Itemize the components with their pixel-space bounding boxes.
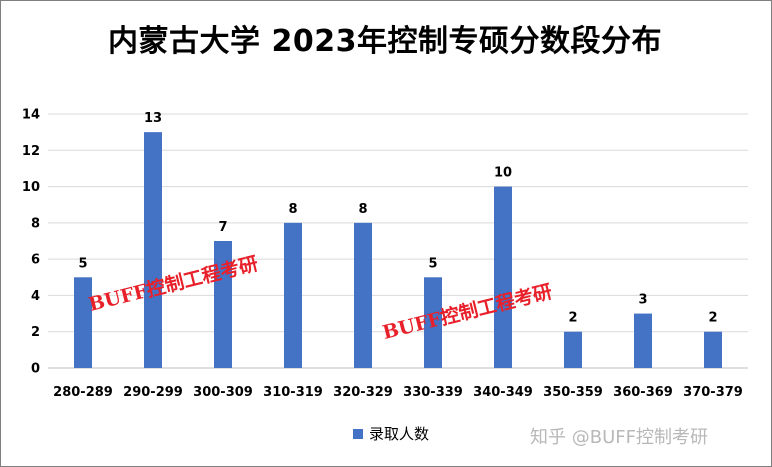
bar <box>424 277 442 368</box>
bar <box>214 241 232 368</box>
x-tick-label: 280-289 <box>53 385 113 400</box>
data-label: 10 <box>494 166 512 181</box>
y-tick-label: 4 <box>31 289 40 304</box>
bar <box>144 132 162 368</box>
x-tick-label: 370-379 <box>683 385 743 400</box>
y-tick-label: 2 <box>31 325 40 340</box>
bar <box>564 331 582 368</box>
bar <box>74 277 92 368</box>
data-label: 8 <box>358 202 367 217</box>
legend-swatch <box>353 428 363 439</box>
data-label: 8 <box>288 202 297 217</box>
y-tick-label: 10 <box>22 180 40 195</box>
data-label: 13 <box>144 111 162 126</box>
y-tick-label: 6 <box>31 253 40 268</box>
chart-title: 内蒙古大学 2023年控制专硕分数段分布 <box>108 24 662 59</box>
x-tick-label: 360-369 <box>613 385 673 400</box>
source-credit: 知乎 @BUFF控制考研 <box>530 427 708 448</box>
legend-label: 录取人数 <box>369 425 430 443</box>
bar <box>354 222 372 368</box>
x-tick-label: 290-299 <box>123 385 183 400</box>
legend: 录取人数 <box>353 423 429 444</box>
data-label: 5 <box>78 256 87 271</box>
data-label: 2 <box>568 311 577 326</box>
bar <box>634 313 652 368</box>
y-tick-label: 8 <box>31 216 40 231</box>
bar <box>494 186 512 368</box>
y-tick-label: 14 <box>22 108 40 123</box>
x-tick-label: 310-319 <box>263 385 323 400</box>
x-tick-label: 340-349 <box>473 385 533 400</box>
y-tick-label: 0 <box>31 362 40 377</box>
y-tick-label: 12 <box>22 144 40 159</box>
bar <box>284 222 302 368</box>
data-label: 5 <box>428 256 437 271</box>
data-label: 3 <box>638 293 647 308</box>
data-label: 7 <box>218 220 227 235</box>
data-label: 2 <box>708 311 717 326</box>
bar <box>704 331 722 368</box>
x-tick-label: 330-339 <box>403 385 463 400</box>
x-tick-label: 300-309 <box>193 385 253 400</box>
x-tick-label: 320-329 <box>333 385 393 400</box>
x-tick-label: 350-359 <box>543 385 603 400</box>
